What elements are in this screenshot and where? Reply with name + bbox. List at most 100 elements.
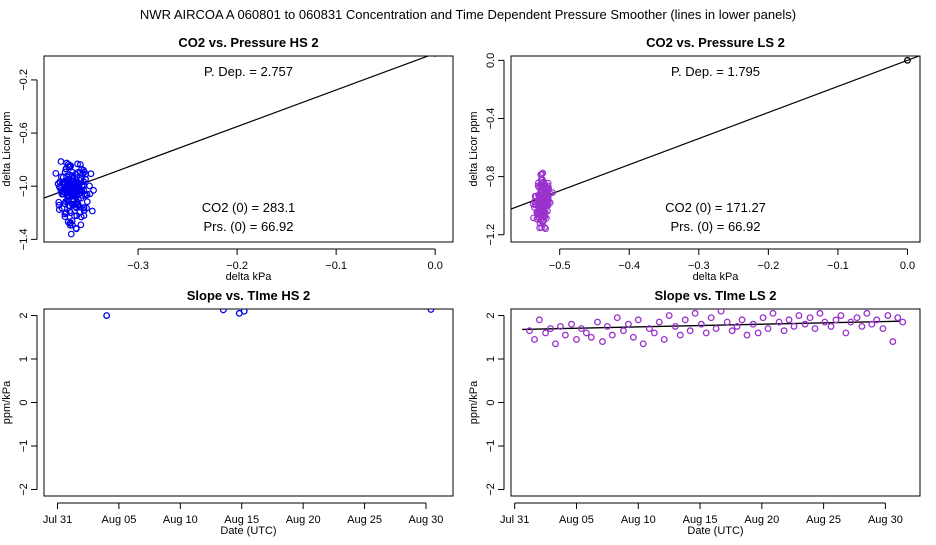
data-point — [74, 160, 81, 168]
data-point — [65, 184, 73, 192]
data-point — [538, 170, 546, 178]
plot-frame — [510, 55, 921, 243]
data-point — [775, 318, 783, 326]
data-point — [561, 331, 569, 339]
x-tick-label: Aug 10 — [163, 514, 198, 526]
data-point — [733, 322, 741, 330]
x-tick-label: Aug 25 — [347, 514, 382, 526]
data-point — [537, 194, 544, 201]
data-point — [686, 327, 694, 335]
y-axis-label: ppm/kPa — [1, 380, 13, 424]
data-point — [67, 230, 75, 238]
y-axis: −2 −1 0 1 2 ppm/kPa — [468, 312, 505, 496]
plot-area — [44, 56, 438, 238]
data-point — [62, 209, 70, 217]
data-point — [72, 183, 79, 190]
data-point — [697, 320, 705, 328]
fit-line — [44, 56, 430, 199]
y-tick-label: −1.0 — [18, 175, 30, 197]
data-point — [64, 195, 72, 202]
data-point — [655, 318, 663, 326]
data-point — [660, 335, 668, 343]
data-point — [577, 325, 585, 333]
data-point — [712, 325, 720, 333]
y-tick-label: −2 — [18, 483, 30, 496]
x-tick-label: −0.4 — [618, 260, 640, 272]
data-point — [76, 203, 84, 211]
data-point — [61, 168, 69, 176]
data-point — [54, 180, 62, 188]
data-point — [676, 331, 684, 339]
data-point — [80, 181, 88, 189]
origin-point — [432, 56, 438, 57]
data-point — [749, 320, 757, 328]
x-tick-label: −0.3 — [127, 260, 149, 272]
p-dep-label: P. Dep. = 1.795 — [671, 64, 760, 79]
data-point — [544, 194, 551, 202]
chart-ls-pressure: CO2 vs. Pressure LS 2−0.5 −0.4 −0.3 −0.2 −0.… — [468, 35, 921, 283]
x-tick-label: −0.1 — [827, 260, 849, 272]
data-point — [219, 309, 227, 314]
data-point — [681, 316, 689, 324]
x-tick-label: Aug 10 — [621, 514, 656, 526]
data-point — [526, 327, 533, 335]
data-point — [532, 192, 540, 200]
chart-hs-pressure: CO2 vs. Pressure HS 2 −0.3 −0.2 −0.1 0.0 delt… — [1, 35, 454, 283]
x-tick-label: Aug 05 — [101, 514, 136, 526]
data-point — [728, 327, 736, 335]
plot-area — [103, 309, 435, 319]
x-axis: −0.3 −0.2 −0.1 0.0 delta kPa — [127, 248, 443, 283]
x-tick-label: Jul 31 — [500, 514, 529, 526]
data-point — [582, 329, 590, 337]
x-axis: −0.5 −0.4 −0.3 −0.2 −0.1 0.0 delta kPa — [549, 248, 915, 283]
data-point — [837, 312, 845, 319]
y-tick-label: 0 — [18, 399, 30, 405]
y-tick-label: −0.8 — [485, 166, 497, 188]
plot-area — [522, 309, 907, 348]
data-point — [547, 325, 554, 333]
data-point — [629, 333, 637, 341]
data-point — [858, 322, 866, 330]
data-point — [65, 186, 73, 194]
chart-title: CO2 vs. Pressure HS 2 — [178, 35, 318, 50]
y-tick-label: 0 — [485, 399, 497, 405]
y-tick-label: −0.4 — [485, 108, 497, 130]
data-point — [240, 309, 248, 315]
data-point — [801, 320, 809, 328]
p-dep-label: P. Dep. = 2.757 — [204, 64, 293, 79]
data-point — [540, 212, 548, 220]
data-point — [821, 318, 829, 326]
data-point — [427, 309, 435, 313]
data-point — [538, 224, 545, 231]
data-point — [77, 213, 85, 221]
data-point — [88, 207, 96, 215]
data-point — [645, 325, 653, 333]
data-point — [624, 320, 632, 328]
x-tick-label: −0.1 — [325, 260, 347, 272]
data-point — [780, 327, 788, 335]
data-point — [58, 204, 66, 212]
x-axis: Jul 31 Aug 05 Aug 10 Aug 15 Aug 20 Aug 25 Aug … — [500, 502, 903, 537]
data-point — [79, 170, 87, 178]
data-point — [613, 314, 621, 322]
data-point — [83, 204, 90, 212]
data-point — [806, 314, 814, 322]
data-point — [650, 329, 658, 337]
fit-line — [511, 56, 920, 210]
data-point — [71, 179, 79, 186]
x-tick-label: Aug 30 — [868, 514, 903, 526]
data-point — [77, 221, 85, 229]
x-axis: Jul 31 Aug 05 Aug 10 Aug 15 Aug 20 Aug 25 Aug … — [43, 502, 443, 537]
x-axis-label: Date (UTC) — [687, 525, 743, 537]
panels: CO2 vs. Pressure HS 2 −0.3 −0.2 −0.1 0.0 delt… — [1, 35, 921, 537]
data-point — [795, 312, 803, 319]
data-point — [619, 327, 627, 335]
chart-title: Slope vs. TIme LS 2 — [654, 288, 776, 303]
data-point — [594, 318, 601, 326]
prs-0-label: Prs. (0) = 66.92 — [204, 219, 294, 234]
data-point — [544, 182, 552, 190]
data-point — [61, 213, 69, 221]
data-point — [723, 318, 731, 326]
y-tick-label: 2 — [485, 312, 497, 318]
data-point — [764, 325, 772, 333]
